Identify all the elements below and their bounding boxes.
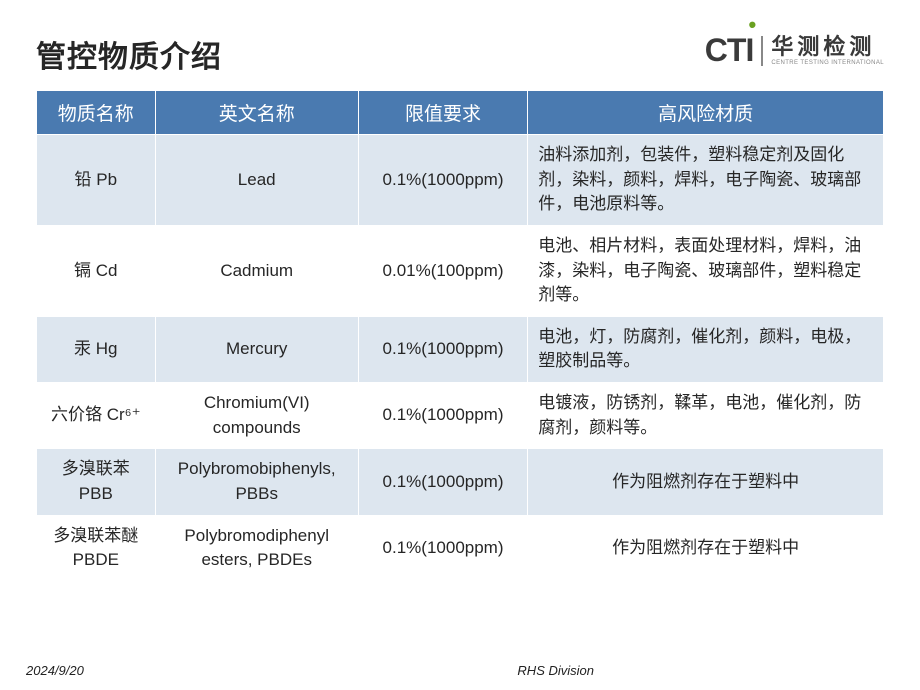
cell-limit: 0.1%(1000ppm)	[358, 135, 527, 226]
logo-cn: 华测检测 CENTRE TESTING INTERNATIONAL	[761, 36, 884, 66]
cell-substance-name: 六价铬 Cr⁶⁺	[37, 383, 156, 449]
cell-english-name: Cadmium	[155, 225, 358, 316]
cell-risk-material: 电镀液，防锈剂，鞣革，电池，催化剂，防腐剂，颜料等。	[528, 383, 884, 449]
page-title: 管控物质介绍	[36, 32, 222, 76]
th-limit: 限值要求	[358, 91, 527, 135]
th-en: 英文名称	[155, 91, 358, 135]
cell-risk-material: 作为阻燃剂存在于塑料中	[528, 449, 884, 515]
cell-substance-name: 多溴联苯 PBB	[37, 449, 156, 515]
cell-limit: 0.1%(1000ppm)	[358, 316, 527, 382]
cell-substance-name: 多溴联苯醚 PBDE	[37, 515, 156, 581]
table-row: 六价铬 Cr⁶⁺Chromium(VI) compounds0.1%(1000p…	[37, 383, 884, 449]
cell-risk-material: 油料添加剂，包装件，塑料稳定剂及固化剂，染料，颜料，焊料，电子陶瓷、玻璃部件，电…	[528, 135, 884, 226]
cell-english-name: Mercury	[155, 316, 358, 382]
cell-limit: 0.01%(100ppm)	[358, 225, 527, 316]
table-header-row: 物质名称 英文名称 限值要求 高风险材质	[37, 91, 884, 135]
logo-letter-c: C	[705, 32, 727, 69]
logo-cti: CT•I	[705, 32, 754, 69]
header: 管控物质介绍 CT•I 华测检测 CENTRE TESTING INTERNAT…	[36, 32, 884, 76]
table-row: 多溴联苯醚 PBDEPolybromodiphenyl esters, PBDE…	[37, 515, 884, 581]
table-row: 多溴联苯 PBBPolybromobiphenyls, PBBs0.1%(100…	[37, 449, 884, 515]
slide: 管控物质介绍 CT•I 华测检测 CENTRE TESTING INTERNAT…	[0, 0, 920, 690]
cell-substance-name: 铅 Pb	[37, 135, 156, 226]
footer: 2024/9/20 RHS Division	[0, 663, 920, 678]
th-name: 物质名称	[37, 91, 156, 135]
cell-substance-name: 镉 Cd	[37, 225, 156, 316]
logo-cn-main: 华测检测	[771, 36, 884, 58]
table-row: 汞 HgMercury0.1%(1000ppm)电池，灯，防腐剂，催化剂，颜料，…	[37, 316, 884, 382]
cell-english-name: Lead	[155, 135, 358, 226]
cell-limit: 0.1%(1000ppm)	[358, 383, 527, 449]
footer-division: RHS Division	[517, 663, 594, 678]
cell-risk-material: 电池、相片材料，表面处理材料，焊料，油漆，染料，电子陶瓷、玻璃部件，塑料稳定剂等…	[528, 225, 884, 316]
cell-limit: 0.1%(1000ppm)	[358, 515, 527, 581]
substances-table: 物质名称 英文名称 限值要求 高风险材质 铅 PbLead0.1%(1000pp…	[36, 90, 884, 582]
logo-cn-sub: CENTRE TESTING INTERNATIONAL	[771, 60, 884, 66]
logo-dot-icon: •	[748, 12, 755, 38]
table-row: 镉 CdCadmium0.01%(100ppm)电池、相片材料，表面处理材料，焊…	[37, 225, 884, 316]
footer-date: 2024/9/20	[26, 663, 84, 678]
cell-risk-material: 电池，灯，防腐剂，催化剂，颜料，电极，塑胶制品等。	[528, 316, 884, 382]
logo-letter-t: T	[727, 32, 746, 69]
logo: CT•I 华测检测 CENTRE TESTING INTERNATIONAL	[705, 32, 884, 69]
cell-english-name: Polybromobiphenyls, PBBs	[155, 449, 358, 515]
cell-english-name: Polybromodiphenyl esters, PBDEs	[155, 515, 358, 581]
cell-english-name: Chromium(VI) compounds	[155, 383, 358, 449]
cell-risk-material: 作为阻燃剂存在于塑料中	[528, 515, 884, 581]
cell-substance-name: 汞 Hg	[37, 316, 156, 382]
cell-limit: 0.1%(1000ppm)	[358, 449, 527, 515]
table-row: 铅 PbLead0.1%(1000ppm)油料添加剂，包装件，塑料稳定剂及固化剂…	[37, 135, 884, 226]
th-risk: 高风险材质	[528, 91, 884, 135]
